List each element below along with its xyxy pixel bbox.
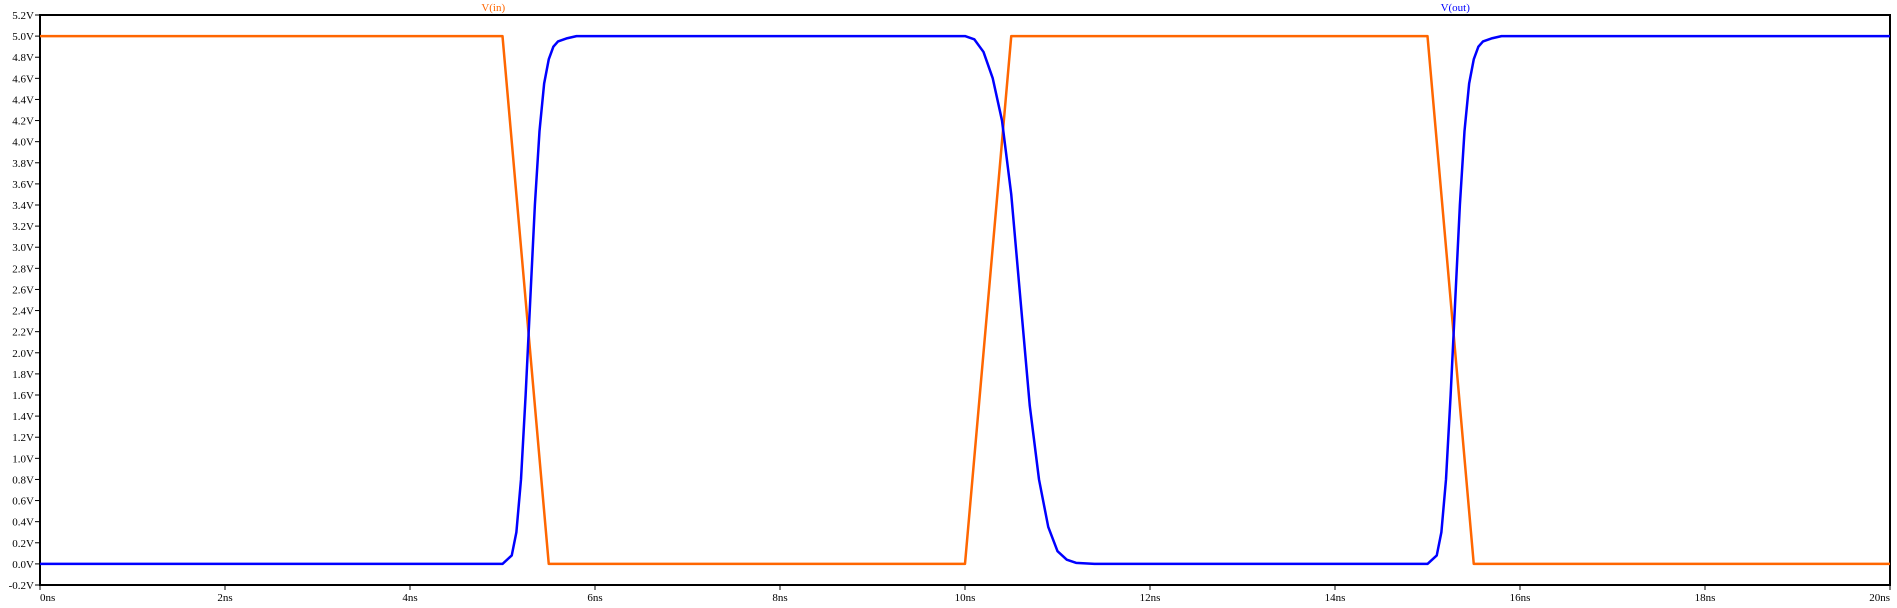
y-tick-label: 1.0V <box>12 453 34 465</box>
y-tick-label: 1.4V <box>12 411 34 423</box>
x-tick-label: 20ns <box>1869 592 1890 604</box>
x-tick-label: 14ns <box>1325 592 1346 604</box>
series-line-v-out <box>40 34 1890 566</box>
x-tick-label: 16ns <box>1510 592 1531 604</box>
series-layer <box>40 34 1890 566</box>
x-tick-label: 12ns <box>1140 592 1161 604</box>
y-tick-label: 0.4V <box>12 517 34 529</box>
y-tick-label: 1.2V <box>12 432 34 444</box>
y-tick-label: 1.6V <box>12 390 34 402</box>
y-tick-label: 5.0V <box>12 31 34 43</box>
x-tick-label: 8ns <box>772 592 787 604</box>
y-tick-label: 0.0V <box>12 559 34 571</box>
y-tick-label: 3.2V <box>12 221 34 233</box>
y-tick-label: 3.4V <box>12 200 34 212</box>
y-tick-label: 3.0V <box>12 242 34 254</box>
y-tick-label: 4.8V <box>12 52 34 64</box>
x-tick-label: 2ns <box>217 592 232 604</box>
y-tick-label: 1.8V <box>12 369 34 381</box>
y-tick-label: 4.0V <box>12 137 34 149</box>
y-tick-label: 2.2V <box>12 327 34 339</box>
y-tick-label: 3.6V <box>12 179 34 191</box>
series-line-v-in <box>40 34 1890 566</box>
y-tick-label: 4.6V <box>12 73 34 85</box>
y-tick-label: 0.8V <box>12 474 34 486</box>
x-tick-label: 10ns <box>955 592 976 604</box>
y-tick-label: 4.4V <box>12 94 34 106</box>
y-tick-label: 0.6V <box>12 496 34 508</box>
y-tick-label: 5.2V <box>12 10 34 22</box>
axis-layer: 5.2V 5.0V 4.8V 4.6V 4.4V 4.2V 4.0V 3.8V 3.6V 3.4V… <box>9 10 1891 604</box>
y-tick-label: 2.4V <box>12 306 34 318</box>
legend-label-v-in: V(in) <box>481 2 505 14</box>
y-tick-label: 3.8V <box>12 158 34 170</box>
legend-layer: V(in) V(out) <box>481 2 1470 14</box>
plot-frame <box>39 14 1891 586</box>
y-tick-label: 2.6V <box>12 284 34 296</box>
x-tick-label: 18ns <box>1695 592 1716 604</box>
x-tick-label: 4ns <box>402 592 417 604</box>
plot-area <box>39 14 1891 586</box>
legend-label-v-out: V(out) <box>1441 2 1471 14</box>
y-tick-label: 2.8V <box>12 263 34 275</box>
y-tick-label: 2.0V <box>12 348 34 360</box>
y-tick-label: -0.2V <box>9 580 34 592</box>
x-tick-label: 6ns <box>587 592 602 604</box>
y-tick-label: 0.2V <box>12 538 34 550</box>
y-tick-label: 4.2V <box>12 116 34 128</box>
x-tick-label: 0ns <box>40 592 55 604</box>
